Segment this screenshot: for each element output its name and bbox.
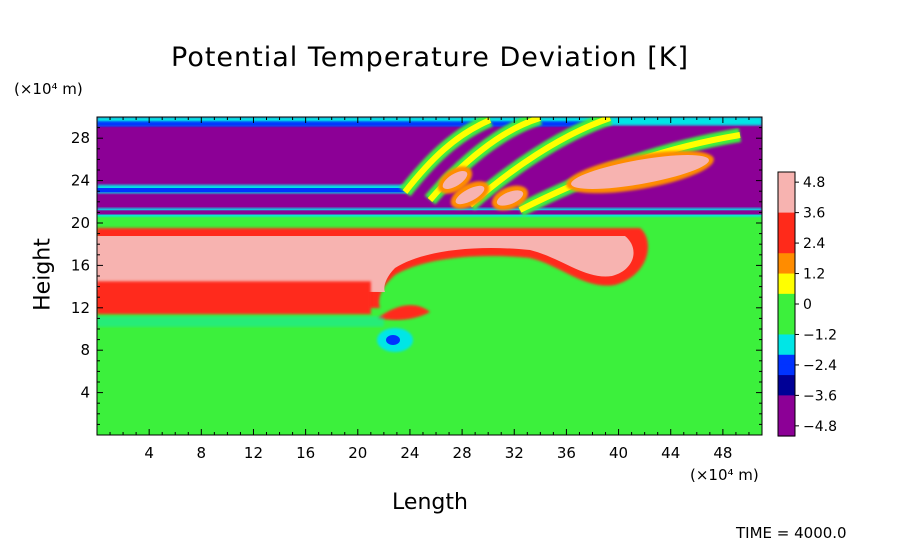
warm-lobe-2 xyxy=(496,190,524,206)
lower-purple-band xyxy=(97,195,437,209)
warm-lobe-1 xyxy=(455,185,485,205)
heatmap-field xyxy=(97,117,762,435)
colorbar-swatch xyxy=(778,364,795,376)
wave-yellow-0 xyxy=(402,117,492,194)
x-tick-label: 4 xyxy=(144,444,154,462)
colorbar-swatch xyxy=(778,263,795,275)
x-axis-ticks: 4 8 12 16 20 24 28 32 36 40 44 48 xyxy=(144,444,732,462)
colorbar-swatch xyxy=(778,324,795,336)
y-tick-label: 24 xyxy=(71,172,90,190)
colorbar-swatch xyxy=(778,172,795,183)
colorbar-label: 2.4 xyxy=(803,236,825,252)
colorbar-swatch xyxy=(778,344,795,356)
cold-patch-core xyxy=(386,335,400,345)
x-tick-label: 24 xyxy=(400,444,419,462)
x-tick-label: 32 xyxy=(505,444,524,462)
x-tick-label: 40 xyxy=(609,444,628,462)
colorbar-label: −2.4 xyxy=(803,358,837,374)
x-tick-label: 8 xyxy=(197,444,207,462)
y-tick-label: 28 xyxy=(71,129,90,147)
y-tick-label: 16 xyxy=(71,256,90,274)
colorbar-swatch xyxy=(778,222,795,234)
warm-lobe-3 xyxy=(571,155,709,189)
y-tick-label: 8 xyxy=(80,341,90,359)
colorbar-swatch xyxy=(778,212,795,224)
colorbar-label: −1.2 xyxy=(803,327,837,343)
colorbar-swatch xyxy=(778,202,795,214)
tropopause-purple xyxy=(97,210,762,215)
lower-red-band xyxy=(97,281,371,315)
colorbar-swatch xyxy=(778,395,795,407)
colorbar-swatch xyxy=(778,375,795,386)
x-axis-unit: (×10⁴ m) xyxy=(690,466,759,484)
y-axis-ticks: 4 8 12 16 20 24 28 xyxy=(71,127,762,425)
x-tick-label: 28 xyxy=(453,444,472,462)
x-tick-label: 44 xyxy=(661,444,680,462)
colorbar-label: 4.8 xyxy=(803,175,825,191)
cold-wash xyxy=(97,316,384,327)
colorbar-swatch xyxy=(778,192,795,204)
x-tick-label: 20 xyxy=(348,444,367,462)
colorbar-label: 3.6 xyxy=(803,206,825,222)
colorbar-swatch xyxy=(778,385,795,396)
mid-blue-line xyxy=(97,188,410,193)
chart-title: Potential Temperature Deviation [K] xyxy=(171,42,689,73)
x-tick-label: 48 xyxy=(713,444,732,462)
colorbar-label: −4.8 xyxy=(803,419,837,435)
colorbar-swatch xyxy=(778,253,795,264)
y-tick-label: 20 xyxy=(71,214,90,232)
colorbar-swatch xyxy=(778,425,795,437)
x-tick-label: 16 xyxy=(296,444,315,462)
colorbar-label: −3.6 xyxy=(803,388,837,404)
colorbar-swatch xyxy=(778,304,795,315)
colorbar-swatch xyxy=(778,314,795,325)
y-axis-unit: (×10⁴ m) xyxy=(14,80,83,98)
time-annotation: TIME = 4000.0 xyxy=(736,524,847,542)
x-axis-label: Length xyxy=(392,490,468,515)
colorbar-swatch xyxy=(778,334,795,346)
colorbar-swatch xyxy=(778,415,795,427)
warm-lobe-0 xyxy=(442,171,468,189)
colorbar-label: 1.2 xyxy=(803,267,825,283)
colorbar-swatch xyxy=(778,232,795,244)
colorbar-label: 0 xyxy=(803,297,812,313)
warm-layer-core xyxy=(97,236,634,292)
y-tick-label: 12 xyxy=(71,299,90,317)
x-tick-label: 12 xyxy=(244,444,263,462)
colorbar-swatch xyxy=(778,243,795,254)
colorbar-swatch xyxy=(778,354,795,366)
colorbar-swatch xyxy=(778,293,795,305)
colorbar-swatch xyxy=(778,405,795,417)
x-tick-label: 36 xyxy=(557,444,576,462)
y-tick-label: 4 xyxy=(80,384,90,402)
colorbar: 4.8 3.6 2.4 1.2 0 −1.2 −2.4 −3.6 −4.8 xyxy=(777,171,837,437)
colorbar-swatch xyxy=(778,283,795,295)
vortex-curl xyxy=(378,305,430,320)
top-blue-band xyxy=(97,121,593,127)
colorbar-swatch xyxy=(778,273,795,285)
colorbar-swatch xyxy=(778,182,795,193)
